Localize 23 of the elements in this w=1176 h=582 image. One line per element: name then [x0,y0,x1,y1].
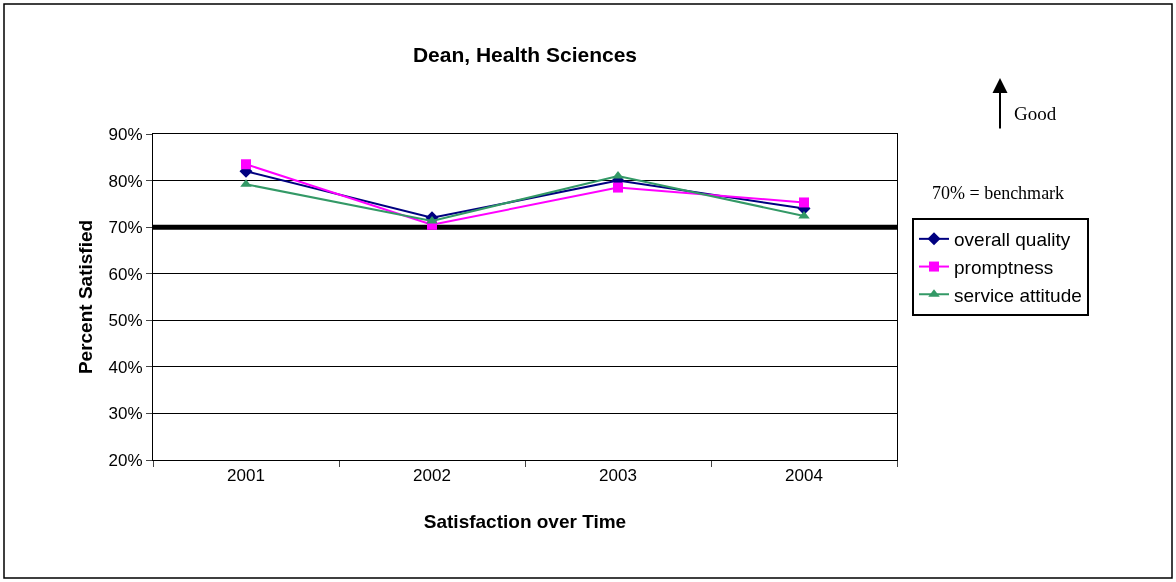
x-tick-label: 2001 [227,466,265,486]
y-tick-label: 70% [108,218,143,238]
chart-title: Dean, Health Sciences [412,43,638,67]
text: 70% = benchmark [932,183,1065,203]
point [241,159,251,170]
y-tick-label: 40% [108,357,143,377]
x-tick-label: 2003 [599,466,637,486]
y-tick-label: 20% [108,450,143,470]
text: Good [1014,103,1057,124]
x-axis-title: Satisfaction over Time [423,511,627,533]
x-tick-label: 2002 [413,466,451,486]
legend-label: promptness [954,256,1054,278]
point [613,182,623,193]
point [799,197,809,208]
x-tick-label: 2004 [785,466,823,486]
legend-label: overall quality [954,229,1071,251]
y-axis-title: Percent Satisfied [75,219,97,375]
y-tick-label: 80% [108,171,143,191]
y-tick-label: 90% [108,124,143,144]
y-tick-label: 60% [108,264,143,284]
y-tick-label: 30% [108,404,143,424]
y-tick-label: 50% [108,311,143,331]
legend-label: service attitude [954,284,1082,306]
